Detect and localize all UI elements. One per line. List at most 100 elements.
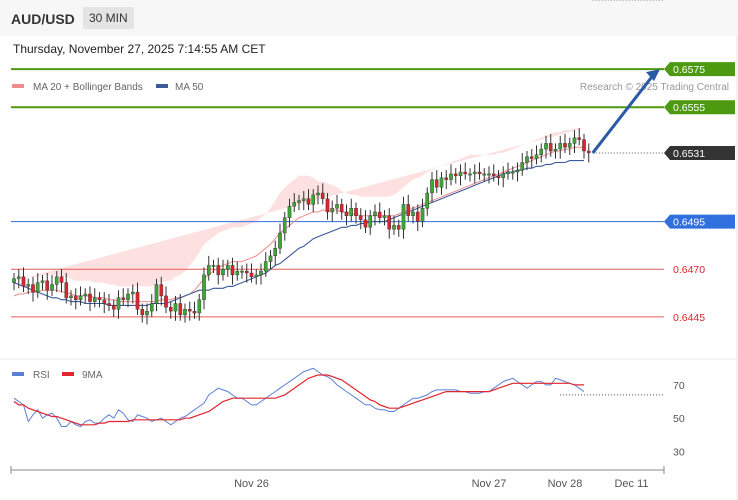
rsi-tick-label: 50 (673, 413, 685, 425)
candle-body (311, 194, 316, 205)
pivot-price-tag (664, 214, 735, 229)
candle-body (335, 204, 339, 209)
time-axis-label: Nov 26 (234, 478, 269, 490)
candle-body (392, 225, 396, 230)
candle-body (439, 177, 444, 188)
candle-body (97, 297, 102, 300)
candle-body (178, 303, 183, 316)
candle-body (83, 293, 88, 297)
candle-body (425, 192, 430, 209)
candle-body (558, 143, 562, 150)
candle-body (64, 282, 69, 299)
candle-body (472, 171, 477, 175)
candle-body (197, 299, 202, 314)
candle-body (259, 270, 263, 276)
candle-body (183, 309, 187, 316)
candle-body (544, 143, 548, 150)
candle-body (415, 211, 420, 222)
candle-body (78, 295, 83, 300)
candle-body (468, 173, 472, 176)
research-credit: Research © 2025 Trading Central (580, 82, 729, 93)
candle-body (582, 139, 586, 152)
candle-body (477, 171, 482, 175)
candle-body (453, 173, 458, 176)
resistance-price-tag (664, 100, 735, 115)
candle-body (192, 311, 197, 314)
candle-body (225, 265, 230, 270)
candle-body (382, 215, 387, 218)
candle-body (206, 265, 211, 276)
candle-body (491, 173, 496, 176)
rsi-legend-swatch (12, 372, 24, 376)
candle-body (349, 207, 354, 216)
candle-body (363, 219, 368, 228)
support-price-label: 0.6470 (673, 264, 705, 276)
candle-body (149, 303, 154, 312)
candle-body (563, 143, 567, 148)
candle-body (154, 284, 159, 304)
candle-body (116, 297, 121, 310)
candle-body (268, 255, 273, 262)
candle-body (45, 280, 49, 291)
rsi-ma-legend-label: 9MA (82, 370, 103, 381)
time-axis-label: Nov 28 (548, 478, 583, 490)
candle-body (16, 276, 21, 279)
candle-body (482, 173, 487, 176)
candle-body (88, 293, 92, 302)
candle-body (73, 295, 78, 300)
candle-body (54, 276, 59, 285)
candle-body (107, 303, 111, 306)
candle-body (31, 284, 35, 293)
candle-body (135, 291, 140, 310)
candle-body (273, 247, 278, 256)
support-price-label: 0.6445 (673, 312, 705, 324)
candle-body (168, 307, 173, 312)
candle-body (278, 232, 282, 249)
candle-body (420, 207, 425, 222)
candle-body (496, 175, 501, 178)
ma20-legend-label: MA 20 + Bollinger Bands (33, 82, 143, 93)
candle-body (487, 173, 491, 176)
candle-body (525, 156, 529, 163)
resistance-price-tag (664, 62, 735, 77)
candle-body (59, 276, 64, 283)
candle-body (216, 265, 221, 276)
candle-body (548, 143, 553, 152)
candle-body (529, 156, 534, 159)
timestamp: Thursday, November 27, 2025 7:14:55 AM C… (13, 42, 266, 56)
candle-body (463, 171, 468, 175)
resistance-price-label: 0.6555 (673, 102, 705, 114)
time-axis-label: Nov 27 (472, 478, 507, 490)
candle-body (211, 265, 216, 267)
candle-body (358, 215, 363, 220)
candle-body (102, 299, 107, 304)
candle-body (111, 305, 116, 310)
candle-body (240, 270, 244, 273)
candle-body (501, 173, 506, 178)
chart-header: AUD/USD 30 MIN (0, 0, 738, 36)
candle-body (434, 179, 439, 188)
candle-body (572, 137, 577, 144)
candle-body (221, 269, 225, 276)
candle-body (515, 169, 520, 173)
candle-body (401, 204, 406, 230)
rsi-ma-line (13, 374, 584, 426)
candle-body (430, 179, 434, 194)
ma20-legend-swatch (12, 84, 24, 88)
last-price-label: 0.6531 (673, 148, 705, 160)
rsi-tick-label: 30 (673, 446, 685, 458)
candle-body (254, 274, 259, 277)
pivot-price-label: 0.6495 (673, 217, 705, 229)
resistance-price-label: 0.6575 (673, 64, 705, 76)
candle-body (510, 171, 515, 174)
candle-body (534, 154, 539, 159)
candle-body (506, 171, 510, 175)
candle-body (553, 148, 558, 152)
rsi-ma-legend-swatch (62, 372, 74, 376)
candle-body (263, 261, 268, 272)
candle-body (292, 202, 297, 207)
timeframe-button[interactable]: 30 MIN (83, 7, 134, 29)
plot-area: 0.6575 0.6555 0.6531 0.6495 0.6470 0.6445 30 50… (10, 0, 735, 490)
candle-body (567, 143, 572, 148)
rsi-tick-label: 70 (673, 380, 685, 392)
